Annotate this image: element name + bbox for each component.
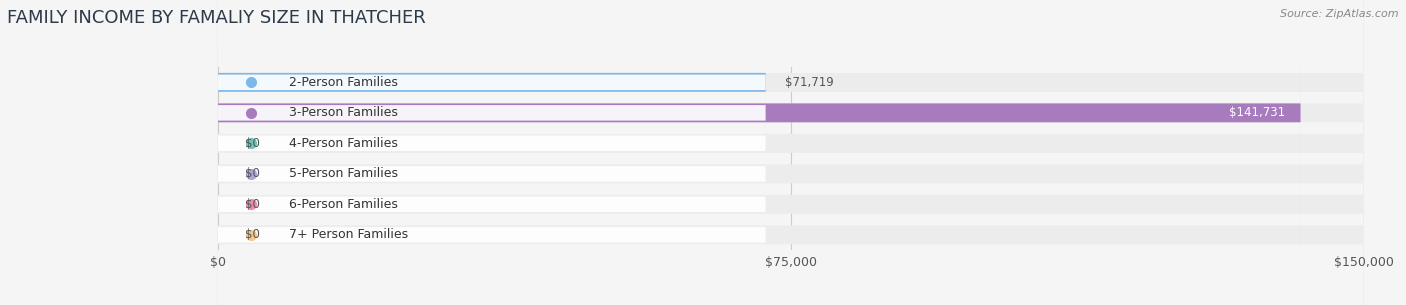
- FancyBboxPatch shape: [218, 0, 1364, 305]
- Text: 5-Person Families: 5-Person Families: [290, 167, 398, 180]
- Text: $71,719: $71,719: [785, 76, 834, 89]
- FancyBboxPatch shape: [218, 0, 766, 305]
- Text: 7+ Person Families: 7+ Person Families: [290, 228, 408, 241]
- FancyBboxPatch shape: [218, 0, 766, 305]
- Text: 3-Person Families: 3-Person Families: [290, 106, 398, 119]
- FancyBboxPatch shape: [218, 0, 1364, 305]
- FancyBboxPatch shape: [218, 59, 766, 305]
- FancyBboxPatch shape: [218, 0, 1301, 305]
- Text: FAMILY INCOME BY FAMALIY SIZE IN THATCHER: FAMILY INCOME BY FAMALIY SIZE IN THATCHE…: [7, 9, 426, 27]
- FancyBboxPatch shape: [218, 0, 1364, 305]
- FancyBboxPatch shape: [218, 0, 1364, 305]
- Text: $0: $0: [245, 228, 260, 241]
- Text: $0: $0: [245, 137, 260, 150]
- Text: $0: $0: [245, 167, 260, 180]
- FancyBboxPatch shape: [218, 0, 1364, 305]
- Text: $0: $0: [245, 198, 260, 211]
- Text: 4-Person Families: 4-Person Families: [290, 137, 398, 150]
- Text: 2-Person Families: 2-Person Families: [290, 76, 398, 89]
- Text: $141,731: $141,731: [1229, 106, 1285, 119]
- FancyBboxPatch shape: [218, 0, 766, 288]
- FancyBboxPatch shape: [218, 0, 766, 305]
- FancyBboxPatch shape: [218, 0, 766, 258]
- FancyBboxPatch shape: [218, 29, 766, 305]
- FancyBboxPatch shape: [218, 0, 1364, 305]
- Text: Source: ZipAtlas.com: Source: ZipAtlas.com: [1281, 9, 1399, 19]
- Text: 6-Person Families: 6-Person Families: [290, 198, 398, 211]
